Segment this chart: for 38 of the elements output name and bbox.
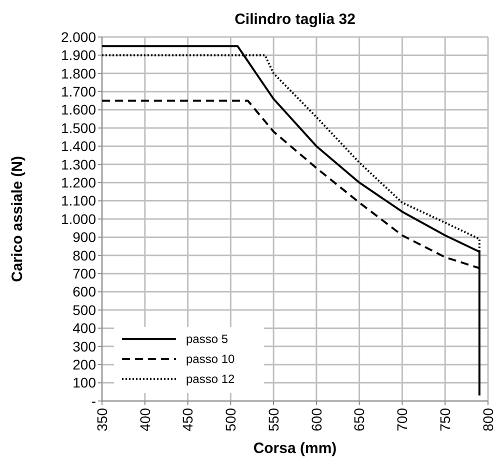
y-tick-label: 1.300 — [60, 156, 96, 172]
legend-label: passo 10 — [186, 352, 236, 366]
y-tick-label: 1.700 — [60, 84, 96, 100]
y-tick-label: 300 — [72, 338, 96, 354]
y-tick-label: 1.400 — [60, 138, 96, 154]
y-tick-label: 1.600 — [60, 102, 96, 118]
y-tick-label: 1.800 — [60, 65, 96, 82]
y-axis-title: Carico assiale (N) — [9, 156, 26, 282]
y-tick-label: 1.900 — [60, 47, 96, 64]
y-tick-label: 800 — [72, 247, 96, 264]
y-tick-label: 1.000 — [60, 210, 96, 227]
y-tick-label: 200 — [72, 356, 96, 372]
x-tick-label: 550 — [265, 408, 282, 432]
x-axis-title: Corsa (mm) — [253, 440, 337, 457]
y-tick-label: - — [91, 392, 96, 409]
x-tick-label: 750 — [437, 408, 454, 432]
x-tick-label: 400 — [136, 408, 153, 432]
x-tick-label: 600 — [308, 408, 324, 432]
line-series — [101, 45, 480, 397]
y-tick-label: 500 — [72, 302, 96, 318]
x-tick-label: 450 — [180, 408, 196, 432]
x-tick-label: 800 — [480, 408, 494, 432]
y-tick-label: 700 — [72, 266, 96, 282]
y-tick-label: 600 — [72, 284, 96, 300]
x-tick-label: 700 — [394, 408, 410, 432]
y-tick-label: 400 — [72, 320, 96, 336]
legend-label: passo 5 — [186, 332, 228, 346]
y-tick-label: 100 — [72, 374, 96, 391]
legend-label: passo 12 — [186, 372, 236, 386]
chart-title: Cilindro taglia 32 — [234, 11, 356, 28]
y-tick-label: 1.500 — [60, 120, 96, 136]
y-tick-label: 1.200 — [60, 174, 96, 190]
x-tick-label: 650 — [351, 408, 368, 432]
y-tick-label: 2.000 — [60, 28, 96, 45]
x-tick-label: 500 — [222, 408, 239, 432]
x-tick-label: 350 — [94, 408, 110, 432]
y-tick-label: 900 — [72, 229, 96, 246]
y-tick-label: 1.100 — [60, 192, 96, 209]
